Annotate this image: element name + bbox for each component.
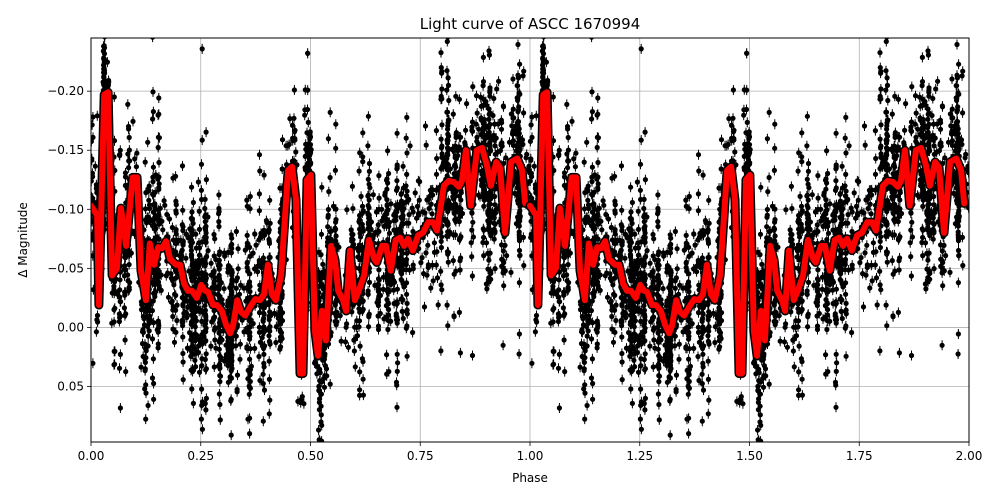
chart-title: Light curve of ASCC 1670994 [420,15,641,33]
x-tick-label: 0.00 [78,449,105,463]
y-tick-label: 0.05 [57,379,84,393]
y-tick-label: −0.10 [47,202,84,216]
x-axis-ticks: 0.00 0.25 0.50 0.75 1.00 1.25 1.50 1.75 2.00 [78,442,983,463]
x-tick-label: 0.75 [407,449,434,463]
x-tick-label: 0.50 [297,449,324,463]
x-tick-label: 1.50 [736,449,763,463]
x-tick-label: 1.00 [517,449,544,463]
y-tick-label: −0.20 [47,84,84,98]
y-axis-label: Δ Magnitude [16,202,30,278]
x-tick-label: 2.00 [956,449,983,463]
y-axis-ticks: −0.20 −0.15 −0.10 −0.05 0.00 0.05 [47,84,91,393]
x-tick-label: 0.25 [187,449,214,463]
y-tick-label: −0.05 [47,261,84,275]
x-tick-label: 1.75 [846,449,873,463]
binned-light-curve [91,87,969,378]
y-tick-label: −0.15 [47,143,84,157]
y-tick-label: 0.00 [57,320,84,334]
x-axis-label: Phase [512,471,548,485]
x-tick-label: 1.25 [626,449,653,463]
